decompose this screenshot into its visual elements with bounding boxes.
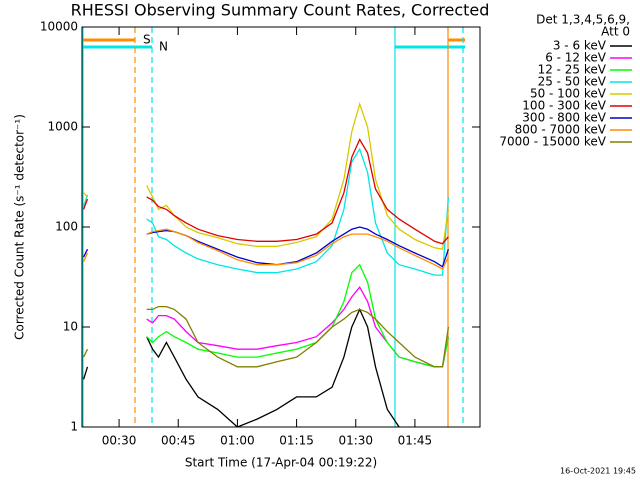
- legend-label: 800 - 7000 keV: [515, 123, 607, 137]
- legend-label: 3 - 6 keV: [553, 39, 607, 53]
- legend-label: 300 - 800 keV: [522, 111, 606, 125]
- legend-label: 100 - 300 keV: [522, 99, 606, 113]
- series-line: [82, 147, 450, 276]
- x-tick-label: 00:30: [102, 434, 137, 448]
- y-tick-label: 10: [63, 320, 78, 334]
- series-line: [82, 138, 449, 245]
- y-tick-label: 100: [55, 220, 78, 234]
- series-line: [83, 101, 450, 250]
- x-axis-label: Start Time (17-Apr-04 00:19:22): [185, 456, 377, 470]
- flag-lines: [82, 27, 464, 427]
- x-tick-label: 01:15: [279, 434, 314, 448]
- y-tick-label: 1000: [47, 120, 78, 134]
- y-axis-label: Corrected Count Rate (s⁻¹ detector⁻¹): [13, 114, 27, 340]
- series-line: [83, 305, 450, 368]
- plot-frame: [81, 26, 481, 428]
- legend-title: Att 0: [601, 25, 630, 39]
- chart-title: RHESSI Observing Summary Count Rates, Co…: [71, 1, 490, 20]
- annotation: N: [159, 40, 168, 54]
- series-line: [146, 286, 450, 368]
- timestamp: 16-Oct-2021 19:45: [560, 467, 636, 476]
- annotation: S: [143, 33, 151, 47]
- y-tick-label: 1: [70, 420, 78, 434]
- x-tick-label: 01:45: [398, 434, 433, 448]
- x-tick-label: 00:45: [161, 434, 196, 448]
- legend-label: 7000 - 15000 keV: [499, 135, 606, 149]
- legend-label: 6 - 12 keV: [545, 51, 607, 65]
- x-tick-label: 01:00: [220, 434, 255, 448]
- legend-title: Det 1,3,4,5,6,9,: [536, 13, 630, 27]
- legend-label: 25 - 50 keV: [538, 75, 607, 89]
- series-line: [146, 263, 450, 368]
- legend-label: 50 - 100 keV: [530, 87, 607, 101]
- legend-label: 12 - 25 keV: [538, 63, 607, 77]
- series-line: [83, 228, 449, 270]
- x-tick-label: 01:30: [338, 434, 373, 448]
- y-tick-label: 10000: [40, 20, 78, 34]
- plot-area: [82, 101, 450, 427]
- series-line: [82, 307, 400, 427]
- flags: [82, 38, 465, 49]
